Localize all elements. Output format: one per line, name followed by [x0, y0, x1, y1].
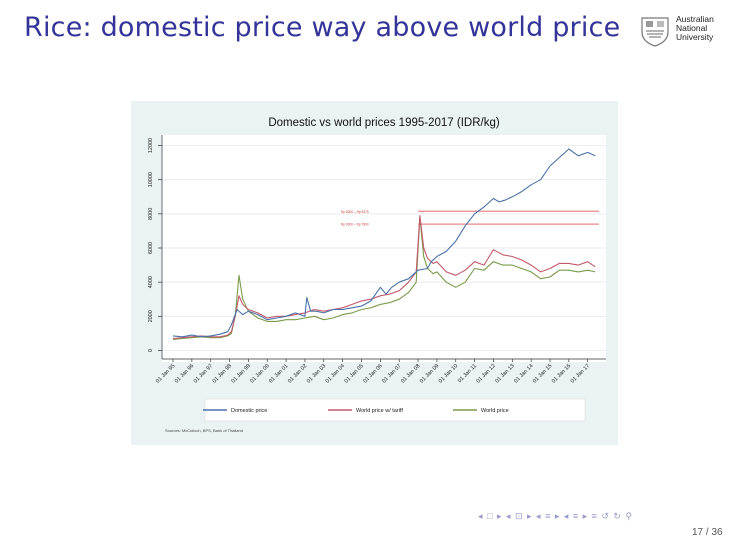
price-chart: Domestic vs world prices 1995-2017 (IDR/…	[131, 101, 618, 445]
legend-label: World price	[481, 408, 509, 414]
y-tick-label: 4000	[148, 276, 154, 288]
chart-figure: Domestic vs world prices 1995-2017 (IDR/…	[131, 101, 618, 445]
beamer-navigation[interactable]: ◂ □ ▸ ◂ ⊡ ▸ ◂ ≡ ▸ ◂ ≡ ▸ ≡ ↺ ↻ ⚲	[478, 511, 634, 521]
series-line	[172, 148, 596, 338]
logo-text: Australian National University	[676, 14, 714, 42]
chart-title: Domestic vs world prices 1995-2017 (IDR/…	[268, 117, 500, 129]
y-tick-label: 12000	[148, 138, 154, 153]
y-tick-label: 6000	[148, 242, 154, 254]
y-tick-label: 0	[148, 349, 154, 352]
reference-label: Rp 8300 – Rp 8375	[341, 210, 369, 214]
legend-label: World price w/ tariff	[356, 408, 403, 414]
y-tick-label: 10000	[148, 172, 154, 187]
crest-icon	[641, 17, 669, 47]
page-number: 17 / 36	[692, 527, 723, 538]
legend-label: Domestic price	[231, 408, 267, 414]
series-line	[172, 216, 596, 340]
series-line	[172, 215, 596, 340]
y-tick-label: 8000	[148, 208, 154, 220]
slide-title: Rice: domestic price way above world pri…	[24, 12, 621, 43]
y-tick-label: 2000	[148, 310, 154, 322]
reference-label: Rp 9000 – Rp 7800	[341, 223, 369, 227]
chart-source: Sources: McCulloch, BPS, Bank of Thailan…	[165, 428, 243, 433]
anu-logo: Australian National University	[638, 14, 728, 48]
